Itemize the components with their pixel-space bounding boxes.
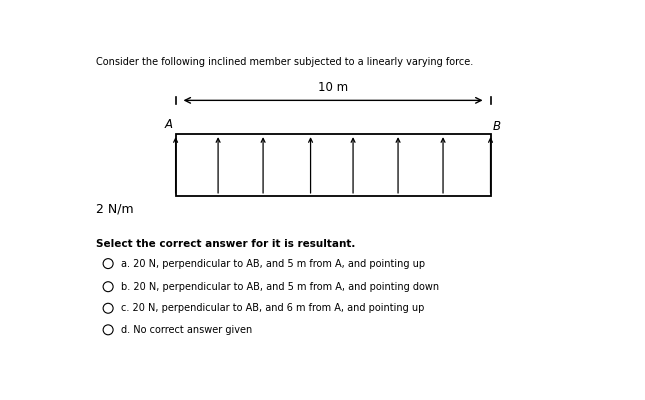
Bar (175, 134, 490, 196)
Text: c. 20 N, perpendicular to AB, and 6 m from A, and pointing up: c. 20 N, perpendicular to AB, and 6 m fr… (121, 303, 424, 313)
Text: B: B (493, 120, 501, 133)
Text: 2 N/m: 2 N/m (95, 202, 134, 215)
Text: Select the correct answer for it is resultant.: Select the correct answer for it is resu… (95, 239, 355, 249)
Text: Consider the following inclined member subjected to a linearly varying force.: Consider the following inclined member s… (95, 57, 473, 67)
Text: 10 m: 10 m (318, 81, 348, 94)
Text: d. No correct answer given: d. No correct answer given (121, 325, 252, 335)
Text: A: A (165, 118, 173, 131)
Text: a. 20 N, perpendicular to AB, and 5 m from A, and pointing up: a. 20 N, perpendicular to AB, and 5 m fr… (121, 259, 425, 269)
Text: b. 20 N, perpendicular to AB, and 5 m from A, and pointing down: b. 20 N, perpendicular to AB, and 5 m fr… (121, 282, 439, 292)
